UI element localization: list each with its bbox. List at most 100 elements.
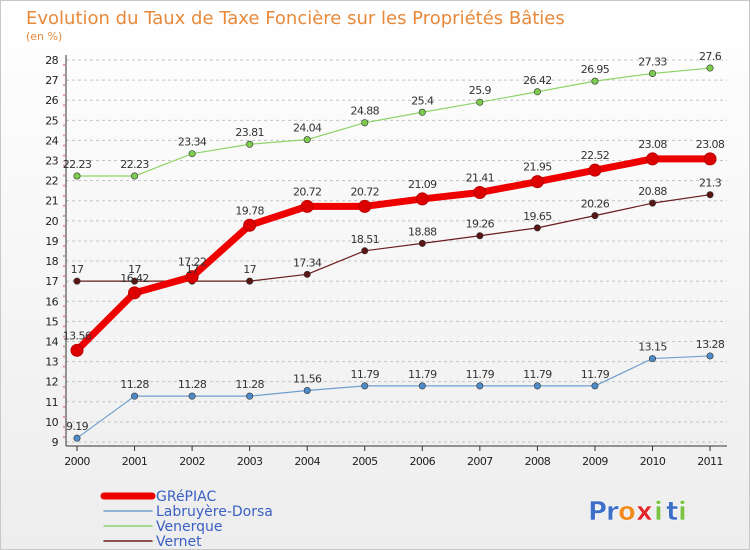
data-label: 11.28: [120, 378, 149, 391]
data-point: [415, 192, 429, 206]
data-point: [70, 343, 84, 357]
y-tick-label: 28: [45, 54, 58, 67]
data-label: 11.79: [523, 368, 552, 381]
data-point: [706, 191, 714, 199]
data-point: [533, 224, 541, 232]
data-label: 11.28: [178, 378, 207, 391]
data-point: [418, 239, 426, 247]
axes: 9 10 11 12 13 14 15 16 17 18 19 20 21 22 23 24 25 26 27 28 2…: [45, 54, 727, 468]
data-label: 13.28: [696, 338, 725, 351]
proxiti-logo: Pr o x i t i: [588, 497, 688, 528]
legend-label: Venerque: [156, 519, 222, 535]
data-label: 11.79: [466, 368, 495, 381]
data-label: 25.9: [469, 84, 492, 97]
data-label: 24.04: [293, 122, 322, 135]
data-point: [188, 150, 196, 158]
data-label: 16.42: [120, 272, 149, 285]
y-tick-label: 12: [45, 376, 58, 389]
logo-letter: x: [636, 497, 653, 527]
data-label: 21.95: [523, 161, 552, 174]
y-tick-label: 19: [45, 235, 58, 248]
data-label: 26.42: [523, 74, 552, 87]
data-label: 22.23: [63, 158, 92, 171]
data-point: [73, 277, 81, 285]
data-label: 20.72: [293, 185, 322, 198]
data-point: [530, 175, 544, 189]
data-point: [300, 199, 314, 213]
data-point: [533, 382, 541, 390]
y-tick-label: 21: [45, 195, 58, 208]
data-label: 22.23: [120, 158, 149, 171]
data-point: [361, 382, 369, 390]
y-tick-label: 18: [45, 255, 58, 268]
logo-letter: P: [588, 497, 607, 527]
data-point: [128, 286, 142, 300]
data-label: 21.3: [699, 177, 722, 190]
x-tick-label: 2008: [525, 455, 551, 468]
logo-letter: o: [618, 497, 636, 527]
data-label: 17: [243, 263, 256, 276]
data-label: 17: [128, 263, 141, 276]
series-group: [70, 64, 717, 442]
data-label: 20.72: [351, 185, 380, 198]
series-line-Labruyère-Dorsa: [76, 355, 711, 439]
data-label: 24.88: [351, 105, 380, 118]
data-point: [646, 152, 659, 166]
data-label: 27.33: [638, 55, 667, 68]
y-tick-label: 11: [45, 396, 58, 409]
data-point: [476, 98, 484, 106]
data-labels: 17 17 17 17 17.34 18.51 18.88 19.26 19.65 20.26 20…: [63, 50, 726, 433]
chart-subtitle: (en %): [26, 30, 62, 43]
data-label: 22.52: [581, 149, 610, 162]
data-label: 25.4: [411, 94, 434, 107]
x-tick-label: 2001: [122, 455, 148, 468]
x-tick-label: 2007: [467, 455, 493, 468]
x-tick-label: 2011: [697, 455, 723, 468]
data-point: [131, 172, 139, 180]
data-point: [358, 199, 372, 213]
y-tick-label: 23: [45, 155, 58, 168]
data-point: [73, 434, 81, 442]
y-tick-label: 26: [45, 94, 58, 107]
series-line-Venerque: [76, 67, 711, 177]
logo-letter: t: [666, 497, 678, 527]
x-tick-label: 2010: [640, 455, 666, 468]
logo-letter: i: [678, 497, 687, 527]
x-tick-label: 2006: [409, 455, 435, 468]
y-tick-label: 13: [45, 356, 58, 369]
y-tick-label: 17: [45, 275, 58, 288]
data-point: [591, 382, 599, 390]
data-label: 23.34: [178, 136, 207, 149]
data-point: [476, 382, 484, 390]
data-label: 21.41: [466, 171, 495, 184]
data-point: [703, 152, 717, 166]
data-point: [648, 355, 656, 363]
data-point: [246, 392, 254, 400]
data-point: [418, 382, 426, 390]
y-tick-label: 9: [52, 436, 59, 449]
legend-label: GRéPIAC: [156, 489, 216, 505]
data-point: [303, 270, 311, 278]
data-label: 17: [186, 263, 199, 276]
y-tick-label: 15: [45, 315, 58, 328]
data-point: [588, 163, 602, 177]
data-point: [131, 392, 139, 400]
data-point: [648, 199, 656, 207]
y-tick-label: 25: [45, 114, 58, 127]
data-point: [648, 69, 656, 77]
data-point: [706, 352, 714, 360]
series-line-Vernet: [76, 194, 711, 282]
data-point: [185, 270, 199, 284]
y-tick-label: 22: [45, 175, 58, 188]
data-label: 19.65: [523, 210, 552, 223]
data-label: 19.78: [235, 204, 264, 217]
data-label: 17: [71, 263, 84, 276]
data-point: [303, 136, 311, 144]
y-tick-label: 24: [45, 134, 58, 147]
x-tick-label: 2004: [294, 455, 320, 468]
data-label: 11.79: [408, 368, 437, 381]
y-tick-label: 14: [45, 335, 58, 348]
data-point: [473, 185, 487, 199]
